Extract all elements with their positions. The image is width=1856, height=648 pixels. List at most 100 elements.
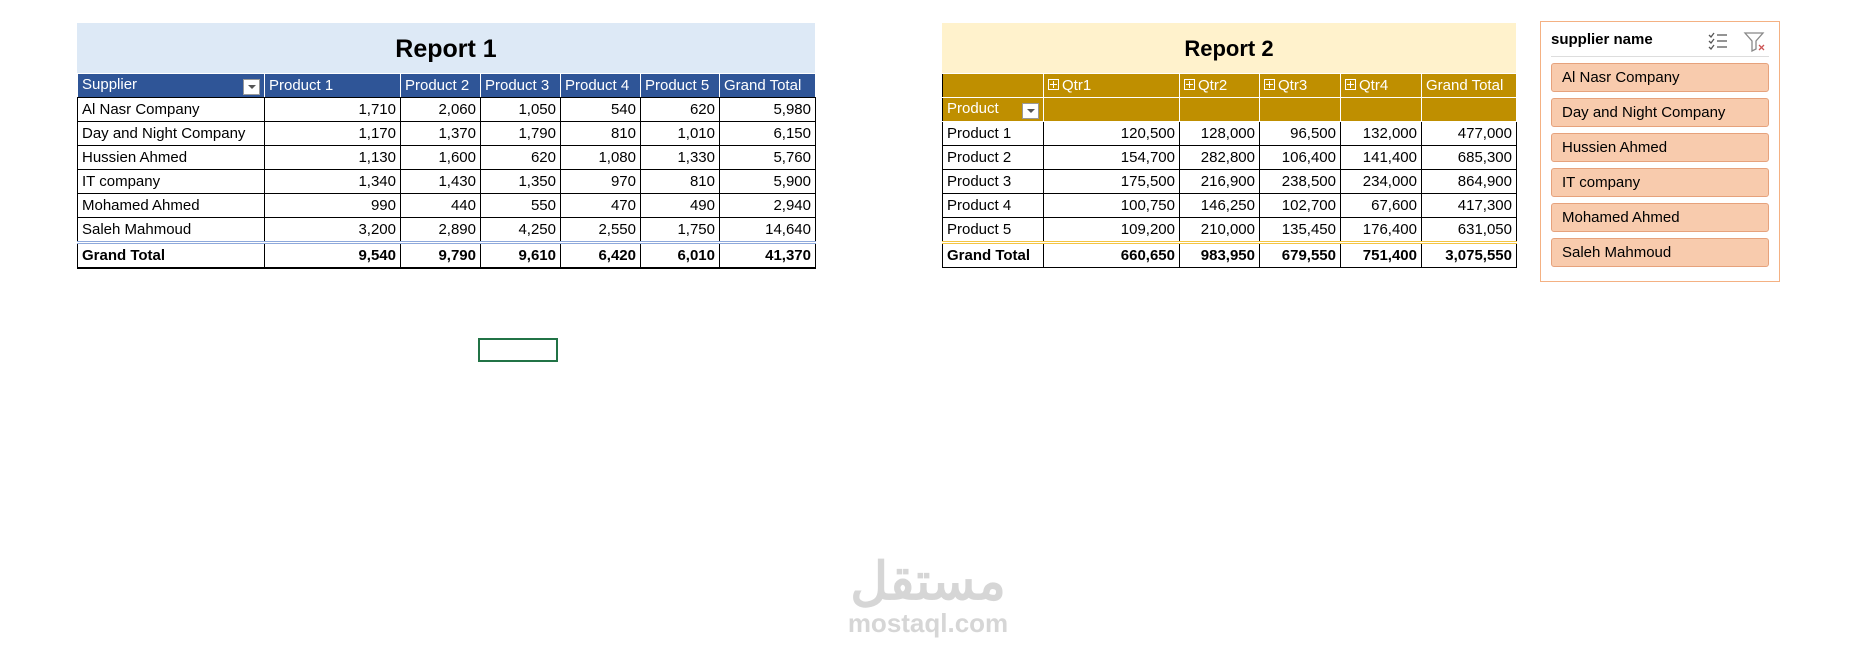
total-cell: 41,370	[719, 241, 816, 269]
report-title: Report 1	[77, 23, 815, 73]
cell: 685,300	[1421, 145, 1517, 170]
cell: Product 1	[942, 121, 1044, 146]
slicer-title: supplier name	[1551, 31, 1769, 57]
cell: 477,000	[1421, 121, 1517, 146]
slicer-item[interactable]: IT company	[1551, 168, 1769, 197]
cell: 490	[640, 193, 720, 218]
cell: 810	[640, 169, 720, 194]
cell: 175,500	[1043, 169, 1180, 194]
cell: 1,050	[480, 97, 561, 122]
expand-button[interactable]	[1184, 79, 1195, 90]
slicer-item[interactable]: Hussien Ahmed	[1551, 133, 1769, 162]
slicer-item[interactable]: Mohamed Ahmed	[1551, 203, 1769, 232]
total-cell: 9,540	[264, 241, 401, 269]
expand-button[interactable]	[1048, 79, 1059, 90]
report-1: Report 1 Supplier Product 1 Product 2 Produ…	[77, 23, 816, 269]
cell: 2,550	[560, 217, 641, 243]
slicer-item[interactable]: Saleh Mahmoud	[1551, 238, 1769, 267]
cell: Product 3	[942, 169, 1044, 194]
cell: Hussien Ahmed	[77, 145, 265, 170]
expand-button[interactable]	[1264, 79, 1275, 90]
header-row: Supplier Product 1 Product 2 Product 3 Produ…	[77, 73, 816, 98]
cell: 631,050	[1421, 217, 1517, 243]
cell: 1,370	[400, 121, 481, 146]
cell: 3,200	[264, 217, 401, 243]
cell: Product 4	[942, 193, 1044, 218]
data-row: Product 5 109,200 210,000 135,450 176,400 631…	[942, 217, 1517, 243]
total-row: Grand Total 660,650 983,950 679,550 751,400 3…	[942, 241, 1517, 268]
cell: 135,450	[1259, 217, 1341, 243]
header-text: Product	[947, 100, 999, 117]
header-row: Product	[942, 97, 1517, 122]
cell: 5,760	[719, 145, 816, 170]
slicer-item[interactable]: Day and Night Company	[1551, 98, 1769, 127]
data-row: Saleh Mahmoud 3,200 2,890 4,250 2,550 1,750 14…	[77, 217, 816, 243]
watermark-arabic: مستقل	[850, 553, 1006, 611]
cell: 417,300	[1421, 193, 1517, 218]
header-cell: Product 3	[480, 73, 561, 98]
header-text: Product 4	[565, 77, 630, 94]
cell: 2,940	[719, 193, 816, 218]
header-text: Product 5	[645, 77, 710, 94]
cell: 620	[480, 145, 561, 170]
cell: 106,400	[1259, 145, 1341, 170]
cell: 234,000	[1340, 169, 1422, 194]
header-cell: Qtr2	[1179, 73, 1260, 98]
header-cell: Qtr4	[1340, 73, 1422, 98]
header-row: Qtr1 Qtr2 Qtr3 Qtr4 Grand Total	[942, 73, 1517, 98]
cell: Day and Night Company	[77, 121, 265, 146]
cell: Saleh Mahmoud	[77, 217, 265, 243]
slicer-item[interactable]: Al Nasr Company	[1551, 63, 1769, 92]
cell: 1,790	[480, 121, 561, 146]
cell: 1,340	[264, 169, 401, 194]
header-cell	[1340, 97, 1422, 122]
filter-button[interactable]	[1022, 103, 1039, 119]
pivot-table: Qtr1 Qtr2 Qtr3 Qtr4 Grand Total Product Produc…	[942, 73, 1517, 268]
header-text: Qtr2	[1198, 77, 1228, 94]
cell: 1,330	[640, 145, 720, 170]
cell: 2,890	[400, 217, 481, 243]
total-cell: Grand Total	[942, 241, 1044, 268]
watermark-latin: mostaql.com	[847, 608, 1009, 638]
cell: 141,400	[1340, 145, 1422, 170]
header-cell: Product	[942, 97, 1044, 122]
data-row: Al Nasr Company 1,710 2,060 1,050 540 620 5,98…	[77, 97, 816, 122]
total-cell: 9,610	[480, 241, 561, 269]
selected-cell[interactable]	[478, 338, 558, 362]
filter-button[interactable]	[243, 79, 260, 95]
cell: Mohamed Ahmed	[77, 193, 265, 218]
data-row: Day and Night Company 1,170 1,370 1,790 810 1…	[77, 121, 816, 146]
cell: 1,710	[264, 97, 401, 122]
cell: 176,400	[1340, 217, 1422, 243]
header-cell	[942, 73, 1044, 98]
report-2: Report 2 Qtr1 Qtr2 Qtr3 Qtr4 Grand Total Prod…	[942, 23, 1517, 268]
cell: 1,750	[640, 217, 720, 243]
header-cell: Grand Total	[719, 73, 816, 98]
cell: 620	[640, 97, 720, 122]
header-cell: Qtr3	[1259, 73, 1341, 98]
slicer-icons[interactable]	[1707, 30, 1767, 52]
expand-button[interactable]	[1345, 79, 1356, 90]
header-text: Qtr3	[1278, 77, 1308, 94]
cell: 210,000	[1179, 217, 1260, 243]
cell: 550	[480, 193, 561, 218]
cell: 109,200	[1043, 217, 1180, 243]
header-text: Grand Total	[1426, 77, 1504, 94]
header-cell	[1179, 97, 1260, 122]
total-cell: 751,400	[1340, 241, 1422, 268]
cell: 102,700	[1259, 193, 1341, 218]
cell: 810	[560, 121, 641, 146]
header-cell: Product 1	[264, 73, 401, 98]
total-cell: 6,010	[640, 241, 720, 269]
cell: 67,600	[1340, 193, 1422, 218]
data-row: Hussien Ahmed 1,130 1,600 620 1,080 1,330 5,76…	[77, 145, 816, 170]
cell: 146,250	[1179, 193, 1260, 218]
report-title: Report 2	[942, 23, 1516, 73]
cell: 470	[560, 193, 641, 218]
cell: 2,060	[400, 97, 481, 122]
header-cell	[1421, 97, 1517, 122]
total-cell: 983,950	[1179, 241, 1260, 268]
header-text: Supplier	[82, 76, 138, 93]
cell: 5,980	[719, 97, 816, 122]
